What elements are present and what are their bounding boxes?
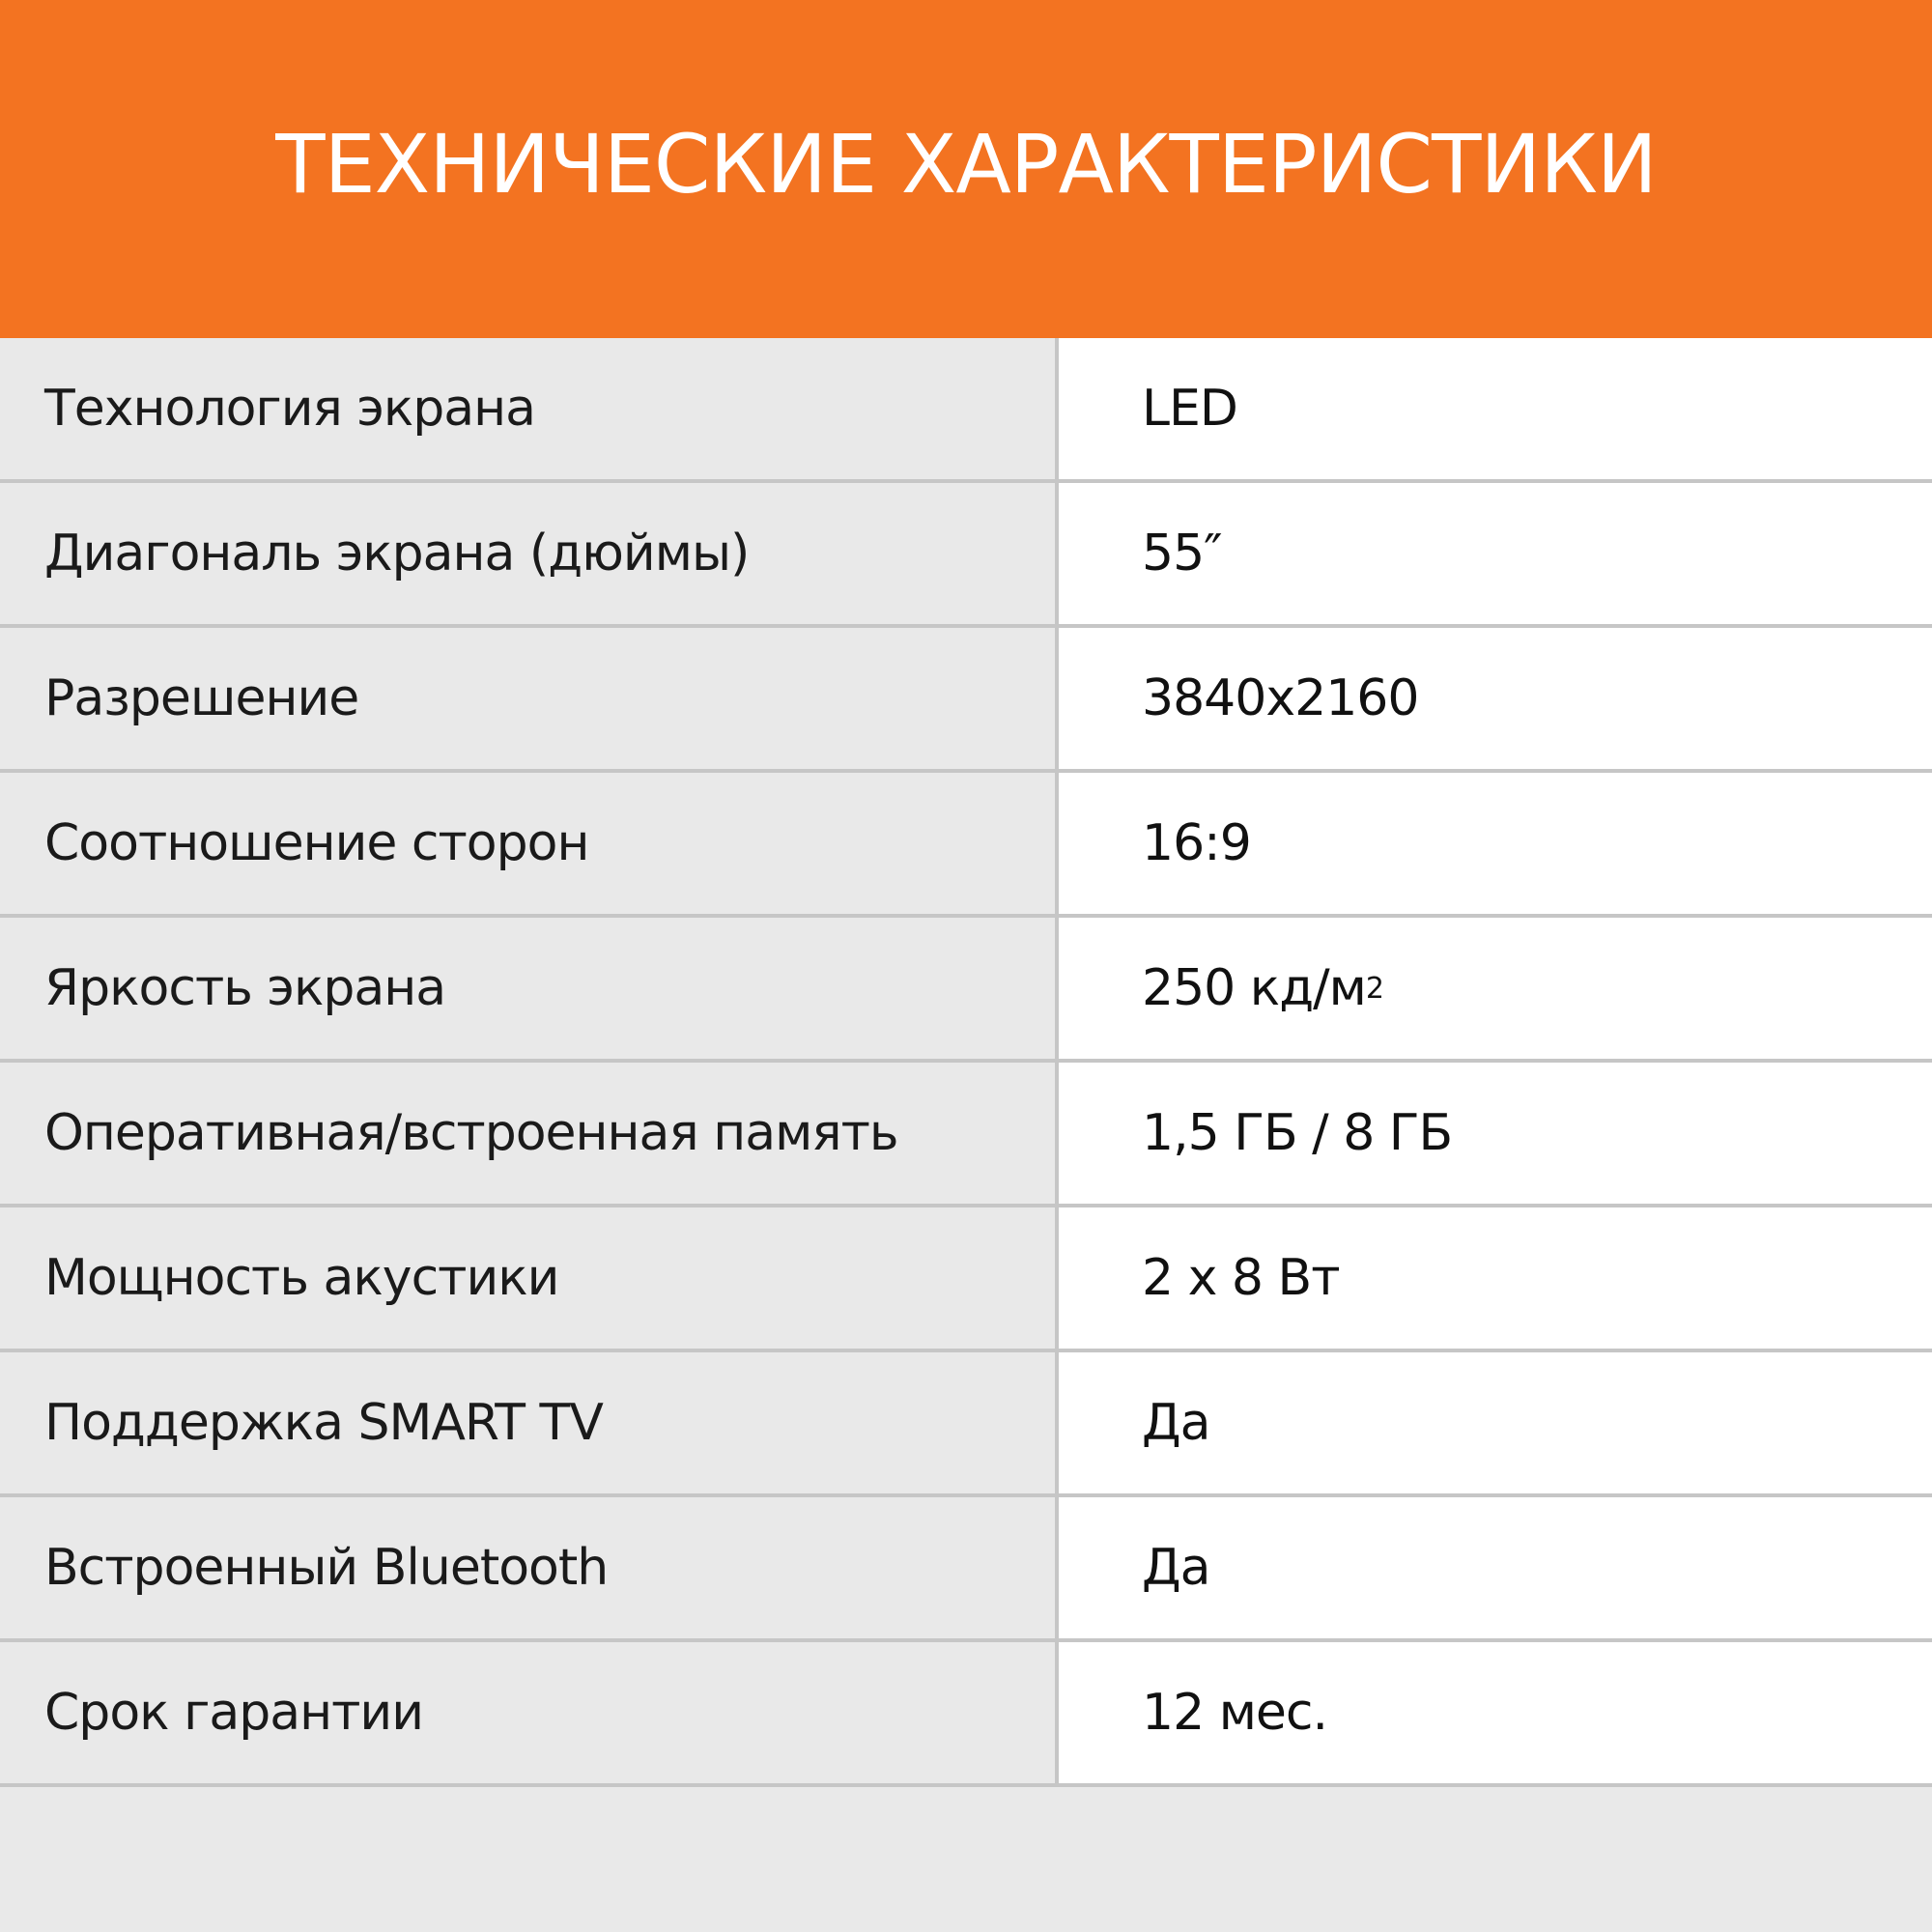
spec-value-superscript: 2 — [1365, 971, 1384, 1006]
spec-row: Встроенный Bluetooth Да — [0, 1497, 1932, 1642]
spec-value: 3840x2160 — [1059, 628, 1932, 773]
column-divider — [1055, 1063, 1059, 1208]
spec-value: 16:9 — [1059, 773, 1932, 918]
specs-table: Технология экрана LED Диагональ экрана (д… — [0, 338, 1932, 1787]
spec-row: Диагональ экрана (дюймы) 55″ — [0, 483, 1932, 628]
column-divider — [1055, 628, 1059, 773]
spec-value-text: 55″ — [1142, 525, 1223, 582]
spec-row: Срок гарантии 12 мес. — [0, 1642, 1932, 1787]
column-divider — [1055, 1208, 1059, 1352]
spec-label: Соотношение сторон — [0, 773, 1055, 918]
spec-label-text: Соотношение сторон — [44, 814, 589, 872]
spec-label: Диагональ экрана (дюймы) — [0, 483, 1055, 628]
spec-label-text: Технология экрана — [44, 380, 536, 438]
column-divider — [1055, 1642, 1059, 1787]
spec-label: Встроенный Bluetooth — [0, 1497, 1055, 1642]
spec-label-text: Встроенный Bluetooth — [44, 1539, 609, 1597]
spec-row: Яркость экрана 250 кд/м 2 — [0, 918, 1932, 1063]
spec-value-text: Да — [1142, 1539, 1210, 1597]
spec-value-text: 2 x 8 Вт — [1142, 1249, 1340, 1307]
spec-value: Да — [1059, 1352, 1932, 1497]
header-banner: ТЕХНИЧЕСКИЕ ХАРАКТЕРИСТИКИ — [0, 0, 1932, 338]
spec-value: Да — [1059, 1497, 1932, 1642]
spec-value-text: 16:9 — [1142, 814, 1252, 872]
spec-label-text: Диагональ экрана (дюймы) — [44, 525, 750, 582]
column-divider — [1055, 918, 1059, 1063]
spec-value-text: 3840x2160 — [1142, 669, 1419, 727]
spec-value: 1,5 ГБ / 8 ГБ — [1059, 1063, 1932, 1208]
spec-value: 12 мес. — [1059, 1642, 1932, 1787]
spec-value: 55″ — [1059, 483, 1932, 628]
spec-label: Поддержка SMART TV — [0, 1352, 1055, 1497]
spec-value: 250 кд/м 2 — [1059, 918, 1932, 1063]
spec-label-text: Яркость экрана — [44, 959, 446, 1017]
column-divider — [1055, 773, 1059, 918]
spec-label: Срок гарантии — [0, 1642, 1055, 1787]
spec-label-text: Поддержка SMART TV — [44, 1394, 604, 1452]
spec-value-text: LED — [1142, 380, 1238, 438]
spec-row: Технология экрана LED — [0, 338, 1932, 483]
spec-row: Поддержка SMART TV Да — [0, 1352, 1932, 1497]
spec-label-text: Разрешение — [44, 669, 359, 727]
spec-row: Мощность акустики 2 x 8 Вт — [0, 1208, 1932, 1352]
spec-row: Соотношение сторон 16:9 — [0, 773, 1932, 918]
column-divider — [1055, 338, 1059, 483]
spec-value-text: 1,5 ГБ / 8 ГБ — [1142, 1104, 1453, 1162]
spec-label: Мощность акустики — [0, 1208, 1055, 1352]
column-divider — [1055, 1352, 1059, 1497]
spec-label: Яркость экрана — [0, 918, 1055, 1063]
spec-value: LED — [1059, 338, 1932, 483]
spec-row: Оперативная/встроенная память 1,5 ГБ / 8… — [0, 1063, 1932, 1208]
spec-label: Оперативная/встроенная память — [0, 1063, 1055, 1208]
spec-label: Разрешение — [0, 628, 1055, 773]
column-divider — [1055, 1497, 1059, 1642]
spec-row: Разрешение 3840x2160 — [0, 628, 1932, 773]
column-divider — [1055, 483, 1059, 628]
spec-label: Технология экрана — [0, 338, 1055, 483]
page-title: ТЕХНИЧЕСКИЕ ХАРАКТЕРИСТИКИ — [275, 117, 1657, 212]
spec-value-text: 12 мес. — [1142, 1684, 1328, 1742]
spec-label-text: Мощность акустики — [44, 1249, 559, 1307]
spec-label-text: Оперативная/встроенная память — [44, 1104, 899, 1162]
spec-label-text: Срок гарантии — [44, 1684, 424, 1742]
spec-value-text: 250 кд/м — [1142, 959, 1367, 1017]
spec-value: 2 x 8 Вт — [1059, 1208, 1932, 1352]
spec-value-text: Да — [1142, 1394, 1210, 1452]
